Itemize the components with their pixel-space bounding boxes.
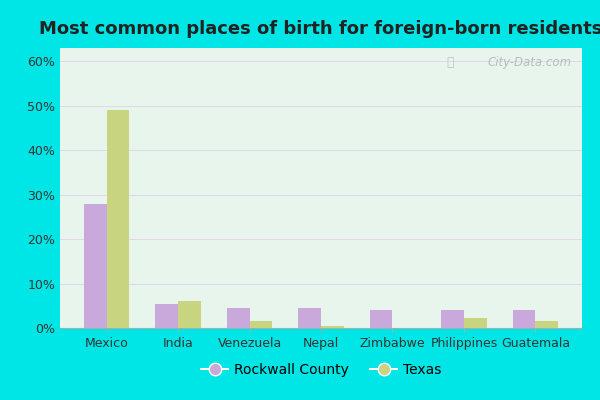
Legend: Rockwall County, Texas: Rockwall County, Texas — [195, 358, 447, 383]
Bar — [535, 321, 558, 328]
Bar — [464, 318, 487, 328]
Bar — [84, 204, 107, 328]
Bar — [370, 310, 392, 328]
Text: ⓘ: ⓘ — [446, 56, 454, 70]
Title: Most common places of birth for foreign-born residents: Most common places of birth for foreign-… — [40, 20, 600, 38]
Text: City-Data.com: City-Data.com — [487, 56, 572, 70]
Bar — [227, 308, 250, 328]
Bar — [178, 301, 201, 328]
Bar — [441, 310, 464, 328]
Bar — [321, 326, 344, 328]
Bar — [512, 310, 535, 328]
Bar — [107, 110, 130, 328]
Bar — [298, 308, 321, 328]
Bar — [155, 304, 178, 328]
Bar — [250, 321, 272, 328]
